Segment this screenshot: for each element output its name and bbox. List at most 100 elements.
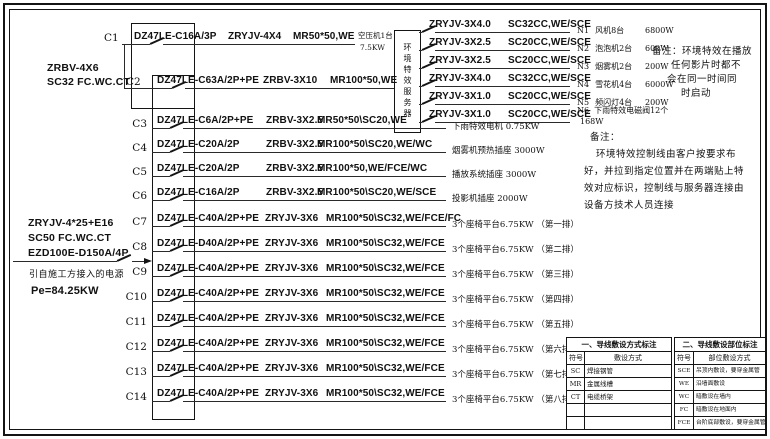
load-power-label: 7.5KW <box>360 43 385 52</box>
effect-spec-line: ZRYJV-3X2.5 SC20CC,WE/SCE <box>429 55 591 66</box>
effect-wire <box>435 86 570 88</box>
legend-table-row: WC 暗敷设在墙内 <box>674 390 766 404</box>
cable-spec: ZRYJV-3X6 <box>265 313 319 324</box>
cable-spec: ZRYJV-3X6 <box>265 338 319 349</box>
effect-tag: N3 <box>577 62 590 71</box>
legend-table-row: FC 暗敷设在地面内 <box>674 403 766 417</box>
load-label: 3个座椅平台6.75KW （第五排） <box>452 320 579 330</box>
remark-1-line: 时启动 <box>681 88 712 99</box>
legend-table-row: CT 电缆桥架 <box>566 390 672 404</box>
remark-1-line: 会在同一时间同 <box>667 74 738 85</box>
load-label: 3个座椅平台6.75KW （第八排） <box>452 395 579 405</box>
circuit-wire <box>152 176 170 178</box>
legend-header-symbol: 符号 <box>566 351 585 365</box>
effects-server-box: 环境特效服务器 <box>394 30 421 133</box>
circuit-spec-line: DZ47LE-C40A/2P+PE ZRYJV-3X6 MR100*50\SC32,… <box>157 338 445 349</box>
circuit-id-label: C12 <box>125 341 147 353</box>
legend-cell-symbol: FC <box>674 403 694 417</box>
circuit-wire <box>152 226 170 228</box>
breaker-rating: DZ47LE-C20A/2P <box>157 163 240 174</box>
incoming-source-note: 引自施工方接入的电源 <box>29 270 125 280</box>
legend-cell-symbol: FCE <box>674 416 694 430</box>
effects-server-label: 环境特效服务器 <box>403 43 412 120</box>
effect-name: 烟雾机2台 <box>595 62 633 71</box>
legend-cell-symbol: MR <box>566 377 585 391</box>
circuit-wire <box>122 44 150 46</box>
circuit-spec-line: DZ47LE-C40A/2P+PE ZRYJV-3X6 MR100*50\SC32,… <box>157 388 445 399</box>
circuit-wire <box>183 251 446 253</box>
circuit-wire <box>152 200 170 202</box>
cable-spec: ZRYJV-3X2.5 <box>429 55 491 66</box>
remark-1-line: 任何影片时都不 <box>671 60 742 71</box>
route-spec: SC32CC,WE/SCE <box>508 73 591 84</box>
effect-power-label: 200W <box>645 62 669 71</box>
effect-name: 雪花机4台 <box>595 80 633 89</box>
distribution-bus-box <box>152 75 195 420</box>
circuit-id-label: C5 <box>132 166 147 178</box>
circuit-spec-line: DZ47LE-C40A/2P+PE ZRYJV-3X6 MR100*50\SC32,… <box>157 313 445 324</box>
incoming-wire <box>13 261 117 263</box>
frame-outer-border <box>3 3 767 436</box>
circuit-wire <box>183 401 446 403</box>
load-label: 3个座椅平台6.75KW （第二排） <box>452 245 579 255</box>
circuit-wire <box>183 200 446 202</box>
circuit-wire <box>152 401 170 403</box>
cable-spec: ZRYJV-3X6 <box>265 363 319 374</box>
feeder-route-label: SC32 FC.WC.CT <box>47 76 131 88</box>
route-spec: MR100*50\SC20,WE/SCE <box>317 187 437 198</box>
effect-load-label: N5 频闪灯4台 <box>577 98 632 109</box>
remark-2-line: 环境特效控制线由客户按要求布 <box>596 149 737 160</box>
circuit-wire <box>152 276 170 278</box>
circuit-wire <box>183 176 446 178</box>
legend-cell-method: 电缆桥架 <box>584 390 672 404</box>
route-spec: MR100*50,WE/FCE/WC <box>317 163 428 174</box>
circuit-id-label: C6 <box>132 190 147 202</box>
effect-wire <box>435 50 570 52</box>
breaker-rating: DZ47LE-D40A/2P+PE <box>157 238 260 249</box>
legend-cell-method: 金属线槽 <box>584 377 672 391</box>
load-label: 烟雾机预热插座 3000W <box>452 146 545 156</box>
remark-2-title: 备注： <box>590 132 621 143</box>
route-spec: MR100*50\SC32,WE/FCE <box>326 288 445 299</box>
effect-tag: N2 <box>577 44 590 53</box>
circuit-wire <box>183 351 446 353</box>
remark-1: 备注：环境特效在播放 <box>652 46 752 58</box>
circuit-id-label: C10 <box>125 291 147 303</box>
circuit-id-label: C2 <box>126 76 141 88</box>
legend-table: 二、导线敷设部位标注 符号 部位敷设方式 SCE 吊顶内敷设，要穿金属管 WE 沿墙面敷设 W… <box>674 337 766 430</box>
circuit-id-label: C7 <box>132 216 147 228</box>
legend-table-row <box>566 403 672 417</box>
circuit-wire <box>183 326 446 328</box>
legend-table-row: FCE 台阶底部敷设，要穿金属管 <box>674 416 766 430</box>
effect-name: 频闪灯4台 <box>595 98 633 107</box>
route-spec: MR100*50\SC32,WE/FCE <box>326 363 445 374</box>
legend-cell-method <box>584 403 672 417</box>
circuit-spec-line: DZ47LE-C40A/2P+PE ZRYJV-3X6 MR100*50\SC32,… <box>157 363 445 374</box>
load-label: 空压机1台 <box>358 31 393 40</box>
breaker-rating: DZ47LE-C40A/2P+PE <box>157 338 260 349</box>
cable-spec: ZRBV-3X2.5 <box>266 139 324 150</box>
effect-wire <box>419 122 422 124</box>
cable-spec: ZRBV-3X2.5 <box>266 115 324 126</box>
legend-cell-symbol: SCE <box>674 364 694 378</box>
cable-spec: ZRYJV-3X2.5 <box>429 37 491 48</box>
breaker-rating: DZ47LE-C63A/2P+PE <box>157 75 260 86</box>
legend-table-row: SCE 吊顶内敷设，要穿金属管 <box>674 364 766 378</box>
effect-load-label: N3 烟雾机2台 <box>577 62 632 73</box>
cable-spec: ZRYJV-3X4.0 <box>429 19 491 30</box>
circuit-spec-line: DZ47LE-C16A/2P ZRBV-3X2.5 MR100*50\SC20,WE… <box>157 187 436 198</box>
legend-table-row: SC 焊接钢管 <box>566 364 672 378</box>
effect-load-label: N1 风机8台 <box>577 26 624 37</box>
effect-wire <box>419 86 422 88</box>
effect-wire <box>435 68 570 70</box>
cable-spec: ZRYJV-3X6 <box>265 388 319 399</box>
breaker-rating: DZ47LE-C16A/3P <box>134 31 217 42</box>
route-spec: MR100*50\SC32,WE/FCE <box>326 238 445 249</box>
legend-cell-symbol: WE <box>674 377 694 391</box>
circuit-id-label: C11 <box>125 316 147 328</box>
circuit-wire <box>152 376 170 378</box>
remark-2-line: 设备方技术人员连接 <box>584 200 675 211</box>
legend-table-row: WE 沿墙面敷设 <box>674 377 766 391</box>
legend-table: 一、导线敷设方式标注 符号 敷设方式 SC 焊接钢管 MR 金属线槽 CT 电缆桥架 <box>566 337 672 430</box>
